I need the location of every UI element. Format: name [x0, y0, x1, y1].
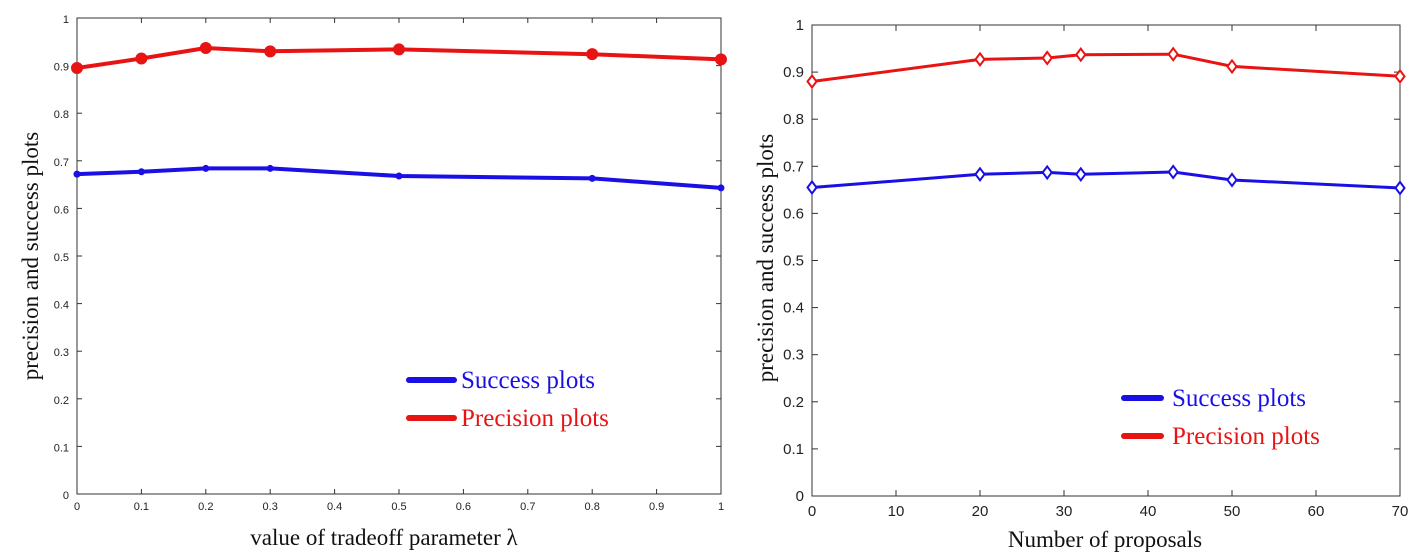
chart-1: 0 0.1 0.2 0.3 0.4 0.5 0.6 0.7 0.8 0.9 1 0 0.1 0.2 0.3 0…	[18, 14, 727, 550]
x-tick-label: 20	[972, 503, 989, 520]
data-point	[71, 61, 83, 74]
data-point	[199, 41, 212, 54]
x-tick-label: 0.7	[520, 501, 535, 513]
chart-2: 0 10 20 30 40 50 60 70 0 0.1 0.2 0.3 0.4 0.5 0.6 0.7 0.8…	[753, 17, 1408, 552]
y-tick-label: 0.9	[783, 64, 804, 81]
data-point	[1075, 47, 1087, 63]
data-point	[1167, 46, 1179, 62]
y-tick-label: 0.5	[783, 253, 804, 270]
y-tick-label: 0	[63, 490, 69, 502]
y-axis-label: precision and success plots	[18, 132, 43, 381]
data-point	[1041, 50, 1053, 66]
plot-frame	[76, 17, 722, 495]
x-tick-label: 50	[1224, 503, 1241, 520]
series-line-precision	[811, 52, 1401, 83]
x-tick-label: 0.5	[391, 501, 406, 513]
legend-label: Precision plots	[461, 405, 609, 432]
y-tick-label: 0.7	[783, 158, 804, 175]
series-line-success	[811, 170, 1401, 190]
x-tick-label: 0.8	[585, 501, 600, 513]
y-tick-label: 0.4	[54, 300, 69, 312]
x-tick-label: 0	[808, 503, 816, 520]
data-point	[974, 51, 986, 68]
legend-label: Success plots	[461, 367, 595, 394]
x-tick-label: 0.4	[327, 501, 342, 513]
data-point	[135, 52, 148, 65]
x-axis-label: value of tradeoff parameter λ	[250, 525, 518, 550]
y-tick-label: 0.3	[783, 347, 804, 364]
x-tick-label: 30	[1056, 503, 1073, 520]
x-tick-label: 70	[1392, 503, 1409, 520]
data-point	[202, 164, 210, 172]
x-tick-label: 0.9	[649, 501, 664, 513]
y-tick-label: 0.5	[54, 252, 69, 264]
x-tick-label: 0.6	[456, 501, 471, 513]
data-point	[395, 172, 403, 180]
y-tick-label: 0.8	[54, 109, 69, 121]
y-axis-label: precision and success plots	[753, 134, 778, 383]
data-point	[1041, 164, 1053, 181]
y-tick-label: 0.6	[54, 204, 69, 216]
data-point	[266, 164, 274, 172]
data-point	[806, 73, 818, 90]
legend-label: Precision plots	[1172, 423, 1320, 450]
data-point	[588, 174, 596, 182]
x-tick-label: 10	[888, 503, 905, 520]
y-tick-label: 0.2	[54, 395, 69, 407]
y-tick-label: 0.3	[54, 347, 69, 359]
data-point	[1226, 172, 1238, 188]
y-tick-label: 0.8	[783, 111, 804, 128]
data-point	[73, 170, 81, 178]
y-tick-label: 1	[63, 14, 69, 26]
x-tick-label: 0	[74, 501, 80, 513]
y-tick-label: 0.7	[54, 157, 69, 169]
x-tick-label: 0.3	[263, 501, 278, 513]
y-tick-label: 0.9	[54, 62, 69, 74]
data-point	[137, 168, 145, 176]
x-tick-label: 0.1	[134, 501, 149, 513]
data-point	[1167, 164, 1179, 180]
y-tick-label: 0.6	[783, 205, 804, 222]
x-axis-label: Number of proposals	[1008, 527, 1202, 552]
data-point	[1394, 68, 1406, 85]
y-tick-label: 0.2	[783, 394, 804, 411]
data-point	[393, 43, 405, 56]
y-tick-label: 0.1	[783, 441, 804, 458]
data-point	[806, 179, 818, 196]
y-tick-label: 0.4	[783, 300, 804, 317]
legend-label: Success plots	[1172, 385, 1306, 412]
data-point	[1075, 166, 1087, 182]
data-point	[715, 53, 727, 66]
data-point	[1226, 58, 1238, 75]
x-tick-label: 0.2	[198, 501, 213, 513]
x-tick-label: 40	[1140, 503, 1157, 520]
y-tick-label: 0	[796, 488, 804, 505]
data-point	[717, 184, 725, 192]
y-tick-label: 0.1	[54, 442, 69, 454]
x-tick-label: 60	[1308, 503, 1325, 520]
x-tick-label: 1	[718, 501, 724, 513]
data-point	[586, 48, 599, 61]
data-point	[974, 166, 986, 182]
data-point	[1394, 180, 1406, 196]
data-point	[264, 45, 277, 58]
y-tick-label: 1	[796, 17, 804, 34]
